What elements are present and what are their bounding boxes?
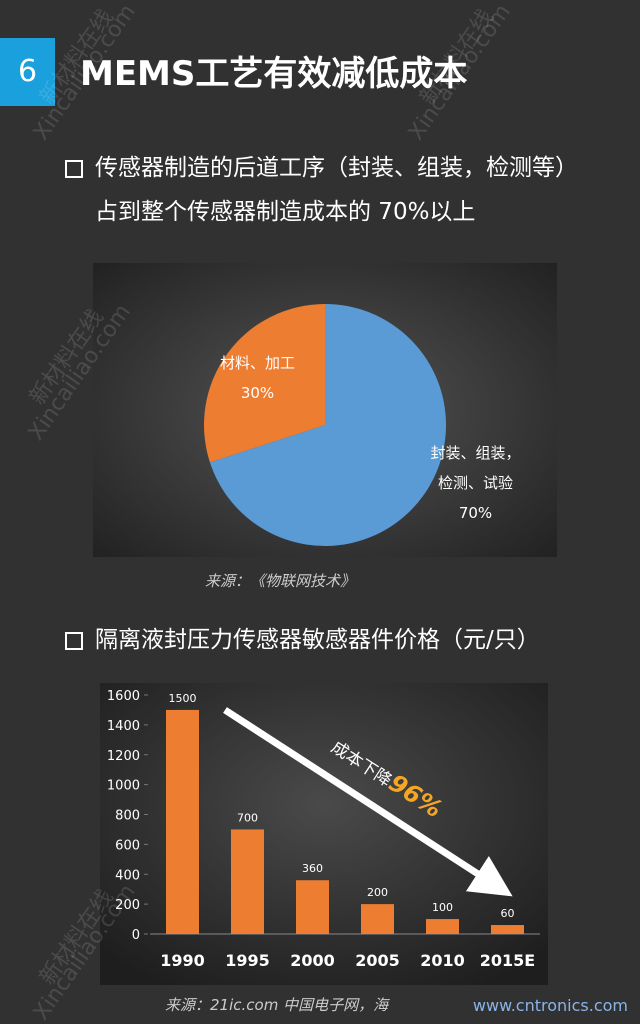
- x-tick-label: 2015E: [480, 951, 535, 970]
- y-tick-label: 400: [115, 868, 140, 883]
- slide-title: MEMS工艺有效减低成本: [80, 54, 468, 94]
- value-label: 360: [302, 862, 323, 875]
- pie-value-label: 70%: [458, 504, 493, 522]
- bullet: 隔离液封压力传感器敏感器件价格（元/只）: [95, 627, 540, 653]
- x-tick-label: 2005: [355, 951, 400, 970]
- value-label: 100: [432, 901, 453, 914]
- y-tick-label: 200: [115, 898, 140, 913]
- y-tick-label: 600: [115, 838, 140, 853]
- x-tick-label: 1990: [160, 951, 205, 970]
- bar: [361, 904, 394, 934]
- y-tick-label: 800: [115, 809, 140, 824]
- bullet: 传感器制造的后道工序（封装、组装，检测等）占到整个传感器制造成本的 70%以上: [95, 155, 578, 225]
- trend-arrow: [223, 707, 513, 897]
- x-tick-label: 2000: [290, 951, 335, 970]
- pie-slice: [203, 304, 325, 463]
- bar: [426, 919, 459, 934]
- y-tick-label: 1600: [107, 689, 140, 704]
- y-tick-label: 1200: [107, 749, 140, 764]
- bar: [231, 829, 264, 934]
- bar: [166, 709, 199, 934]
- pie-value-label: 30%: [240, 384, 275, 402]
- value-label: 60: [501, 907, 515, 920]
- pie-label: 封装、组装，检测、试验 70%: [428, 438, 523, 528]
- y-tick-label: 0: [132, 928, 140, 943]
- pie-label: 材料、加工 30%: [210, 348, 305, 408]
- slide-number: 6: [0, 38, 55, 106]
- bar: [296, 880, 329, 934]
- value-label: 700: [237, 811, 258, 824]
- x-tick-label: 1995: [225, 951, 270, 970]
- bullet-box: [65, 160, 83, 178]
- x-tick-label: 2010: [420, 951, 465, 970]
- y-tick-label: 1000: [107, 779, 140, 794]
- source: 来源：《物联网技术》: [205, 572, 356, 590]
- bullet-box: [65, 632, 83, 650]
- pie-slice: [209, 304, 446, 546]
- bar: [491, 925, 524, 934]
- y-tick-label: 1400: [107, 719, 140, 734]
- value-label: 200: [367, 886, 388, 899]
- value-label: 1500: [169, 692, 197, 705]
- site-watermark: www.cntronics.com: [472, 996, 628, 1015]
- source: 来源：21ic.com 中国电子网，海: [165, 996, 389, 1014]
